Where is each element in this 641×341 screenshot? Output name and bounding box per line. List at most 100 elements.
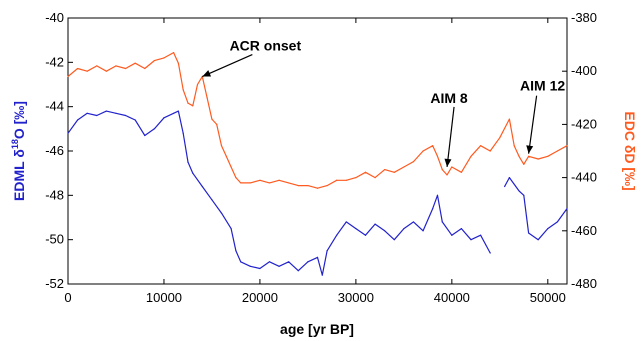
edc-dd-point bbox=[96, 65, 98, 67]
edml-d18o-point bbox=[297, 270, 299, 272]
edml-d18o-point bbox=[556, 221, 559, 223]
y-left-label-part-2: O [‰] bbox=[11, 101, 27, 139]
edml-d18o-point bbox=[336, 234, 338, 236]
edml-d18o-point bbox=[153, 128, 155, 130]
edc-dd-point bbox=[268, 182, 271, 184]
edml-d18o-point bbox=[278, 265, 280, 267]
edc-dd-point bbox=[489, 150, 491, 152]
edc-dd-point bbox=[196, 83, 199, 86]
edc-dd-point bbox=[153, 59, 155, 62]
edc-dd-point bbox=[523, 163, 525, 165]
edc-dd-point bbox=[441, 169, 443, 171]
edc-dd-point bbox=[220, 145, 223, 147]
edc-dd-point bbox=[537, 158, 539, 160]
edml-d18o-point bbox=[393, 239, 395, 241]
x-axis-label: age [yr BP] bbox=[280, 321, 354, 337]
plot-series bbox=[67, 51, 568, 276]
edc-dd-point bbox=[513, 145, 515, 147]
edml-d18o-point bbox=[566, 208, 568, 210]
x-tick-label: 40000 bbox=[434, 290, 470, 305]
edml-d18o-point bbox=[364, 234, 367, 236]
y-left-tick-label: -52 bbox=[45, 276, 64, 291]
y-right-tick-label: -480 bbox=[571, 276, 597, 291]
edc-dd-point bbox=[384, 169, 386, 171]
edc-dd-point bbox=[240, 182, 242, 184]
edc-dd-point bbox=[364, 171, 367, 173]
edc-dd-point bbox=[124, 67, 127, 70]
y-right-tick-label: -440 bbox=[571, 170, 597, 185]
edml-d18o-point bbox=[345, 221, 347, 223]
edml-d18o-point bbox=[384, 230, 386, 232]
edml-d18o-point bbox=[489, 252, 491, 254]
x-tick-label: 10000 bbox=[146, 290, 182, 305]
edc-dd-point bbox=[446, 174, 448, 176]
edc-dd-point bbox=[249, 182, 251, 184]
edc-dd-point bbox=[235, 177, 237, 179]
x-tick-label: 0 bbox=[64, 290, 71, 305]
edc-dd-point bbox=[115, 65, 117, 67]
y-left-tick-label: -42 bbox=[45, 54, 64, 69]
edc-dd-point bbox=[259, 179, 261, 181]
edc-dd-point bbox=[393, 171, 395, 173]
edml-d18o-point bbox=[67, 132, 69, 134]
edc-dd-point bbox=[432, 145, 434, 147]
edml-d18o-point bbox=[508, 177, 511, 179]
edml-d18o-point bbox=[86, 112, 88, 114]
annotation-label: AIM 12 bbox=[520, 78, 565, 94]
edc-dd-point bbox=[547, 155, 549, 157]
edc-dd-point bbox=[528, 155, 530, 157]
y-left-axis-label: EDML δ18O [‰] bbox=[10, 101, 27, 201]
y-right-axis-label: EDC δD [‰] bbox=[622, 111, 638, 190]
edml-d18o-point bbox=[441, 221, 443, 223]
edc-dd-point bbox=[326, 184, 328, 187]
edc-dd-point bbox=[460, 171, 463, 173]
edc-dd-point bbox=[436, 155, 439, 157]
edc-dd-point bbox=[225, 155, 227, 157]
y-axis-right: -480 -460 -440 -420 -400 -380 bbox=[562, 10, 597, 291]
edml-d18o-point bbox=[76, 119, 79, 121]
edc-dd-point bbox=[105, 70, 107, 72]
y-left-label-part-1: EDML δ bbox=[11, 149, 27, 201]
edml-d18o-point bbox=[518, 190, 520, 192]
edml-d18o-point bbox=[259, 267, 261, 270]
edml-d18o-point bbox=[115, 112, 117, 114]
edc-dd-point bbox=[470, 155, 472, 157]
y-left-label-superscript: 18 bbox=[10, 139, 20, 149]
edc-dd-point bbox=[345, 179, 347, 181]
x-tick-label: 30000 bbox=[338, 290, 374, 305]
edc-dd-point bbox=[355, 177, 357, 179]
edml-d18o-point bbox=[192, 172, 194, 174]
edml-d18o-point bbox=[460, 227, 463, 230]
edml-d18o-point bbox=[523, 194, 525, 196]
edml-d18o-point bbox=[316, 256, 319, 258]
y-right-tick-label: -460 bbox=[571, 223, 597, 238]
annotation-arrowhead bbox=[444, 158, 452, 167]
edml-d18o-point bbox=[436, 194, 439, 196]
edml-d18o-point bbox=[412, 221, 415, 223]
edc-dd-point bbox=[480, 145, 482, 147]
edc-dd-point bbox=[172, 51, 175, 54]
annotation-arrow-line bbox=[202, 53, 253, 78]
edc-dd-point bbox=[499, 137, 501, 139]
edml-d18o-point bbox=[432, 208, 434, 210]
edml-d18o-point bbox=[307, 261, 309, 263]
edc-dd-point bbox=[67, 75, 69, 78]
edml-d18o-point bbox=[124, 114, 127, 117]
edml-d18o-point bbox=[163, 117, 165, 119]
edml-d18o-point bbox=[422, 230, 424, 232]
edml-d18o-point bbox=[355, 227, 357, 230]
y-right-tick-label: -400 bbox=[571, 63, 597, 78]
edc-dd-point bbox=[518, 155, 520, 157]
edc-dd-point bbox=[144, 67, 146, 70]
x-axis: 0 10000 20000 30000 40000 50000 bbox=[64, 18, 566, 305]
edc-dd-point bbox=[134, 62, 136, 64]
edml-d18o-point bbox=[240, 261, 242, 263]
edml-d18o-point bbox=[134, 119, 136, 121]
edml-d18o-point bbox=[249, 265, 251, 267]
y-right-tick-label: -380 bbox=[571, 10, 597, 25]
y-left-tick-label: -44 bbox=[45, 99, 64, 114]
edc-dd-point bbox=[86, 70, 88, 72]
edml-d18o-point bbox=[547, 227, 549, 230]
edml-d18o-point bbox=[201, 185, 203, 188]
edml-d18o-point bbox=[96, 114, 98, 117]
